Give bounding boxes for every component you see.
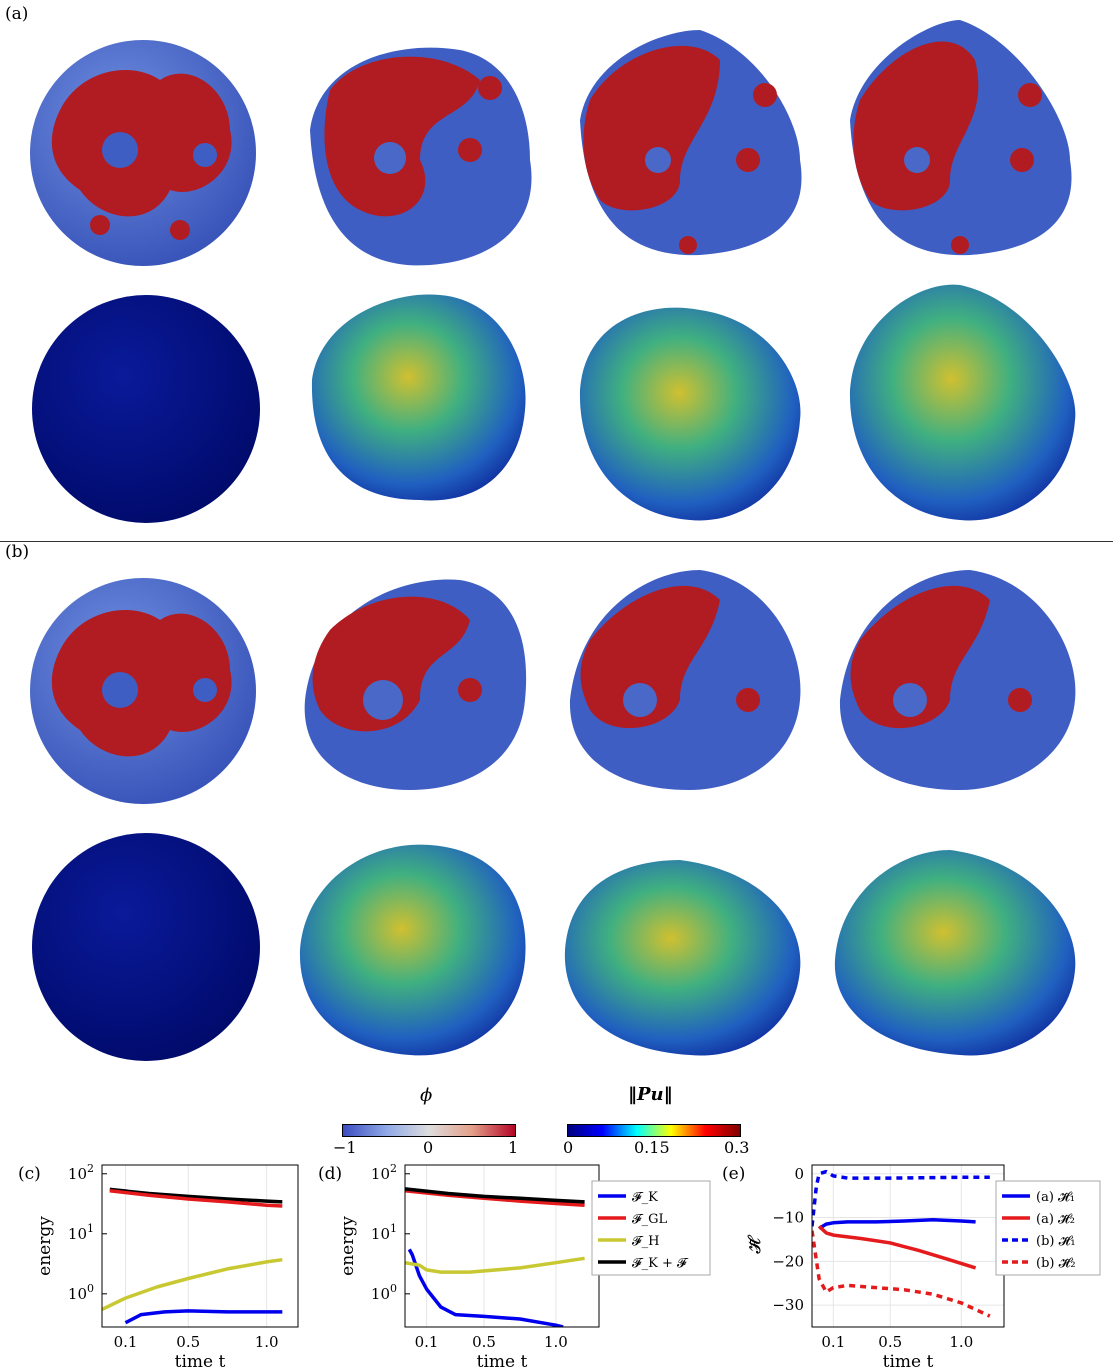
y-tick-label: 100 <box>68 1282 94 1303</box>
x-tick-label: 0.5 <box>472 1333 496 1351</box>
pu-surface-b4 <box>834 850 1076 1056</box>
axes-frame <box>101 1164 299 1328</box>
x-axis-label: time t <box>175 1352 226 1369</box>
phi-surface-b4 <box>839 570 1076 790</box>
pu-surface-b3 <box>564 860 801 1056</box>
panel-label: (d) <box>318 1164 342 1184</box>
series-line <box>812 1230 991 1318</box>
pu-colorbar <box>567 1124 741 1137</box>
x-tick-label: 1.0 <box>255 1333 279 1351</box>
pu-tick-max: 0.3 <box>724 1138 750 1157</box>
legend-entry: 𝓕_GL <box>632 1212 667 1227</box>
x-tick-label: 0.1 <box>114 1333 138 1351</box>
legend-entry: (a) 𝓗̄₁ <box>1036 1190 1075 1205</box>
phi-tick-max: 1 <box>508 1138 519 1157</box>
y-tick-label: 102 <box>371 1162 397 1183</box>
pu-surface-a4 <box>849 284 1076 521</box>
x-tick-label: 0.5 <box>878 1333 902 1351</box>
chart-c: 0.1 0.5 1.0 100 101 102 time t energy (c) <box>18 1162 299 1369</box>
series-line <box>818 1217 976 1230</box>
phi-surface-a4 <box>850 20 1072 256</box>
line-charts: 0.1 0.5 1.0 100 101 102 time t energy (c) 0.1 0.5 1… <box>18 1162 1101 1369</box>
panel-label: (e) <box>722 1164 745 1184</box>
x-tick-label: 0.1 <box>821 1333 845 1351</box>
y-tick-label: 100 <box>371 1282 397 1303</box>
pu-colorbar-label: ‖𝑷𝒖‖ <box>628 1084 673 1105</box>
panel-label-b: (b) <box>5 542 30 562</box>
pu-surface-a3 <box>579 307 801 521</box>
phi-colorbar <box>342 1124 516 1137</box>
legend-entry: 𝓕_H <box>632 1234 659 1249</box>
legend-entry: (a) 𝓗̄₂ <box>1036 1212 1075 1227</box>
pu-sphere-b1 <box>32 833 260 1061</box>
y-tick-label: 101 <box>68 1222 94 1243</box>
y-tick-label: 102 <box>68 1162 94 1183</box>
chart-d: 0.1 0.5 1.0 100 101 102 time t energy (d) 𝓕_K 𝓕_GL… <box>318 1162 711 1369</box>
phi-tick-min: −1 <box>333 1138 357 1157</box>
y-tick-label: 101 <box>371 1222 397 1243</box>
y-axis-label: 𝓗̄ <box>745 1235 765 1254</box>
y-axis-label: energy <box>338 1216 358 1276</box>
pu-tick-min: 0 <box>563 1138 574 1157</box>
series-line <box>812 1169 990 1227</box>
pu-surface-a2 <box>311 294 526 501</box>
phi-colorbar-label: ϕ <box>420 1085 433 1106</box>
legend-entry: 𝓕_K <box>632 1190 658 1205</box>
surface-renderings <box>30 20 1076 1061</box>
x-tick-label: 0.5 <box>176 1333 200 1351</box>
axes-frame <box>404 1164 600 1328</box>
pu-sphere-a1 <box>32 295 260 523</box>
x-axis-label: time t <box>477 1352 528 1369</box>
y-tick-label: −10 <box>772 1209 804 1227</box>
chart-e: 0.1 0.5 1.0 0 −10 −20 −30 time t 𝓗̄ (e) (a) 𝓗̄₁ (a)… <box>722 1164 1101 1369</box>
x-tick-label: 1.0 <box>544 1333 568 1351</box>
pu-tick-mid: 0.15 <box>634 1138 670 1157</box>
series-line <box>124 1309 283 1325</box>
divider-line <box>0 541 1113 542</box>
panel-label: (c) <box>18 1164 41 1184</box>
legend-entry: (b) 𝓗̄₂ <box>1036 1256 1076 1271</box>
series-line <box>405 1256 585 1274</box>
phi-surface-b2 <box>304 579 527 790</box>
y-tick-label: 0 <box>794 1165 804 1183</box>
series-line <box>102 1257 283 1311</box>
phi-surface-b3 <box>569 570 801 790</box>
phi-surface-a3 <box>580 30 802 256</box>
phi-surface-a2 <box>310 47 532 266</box>
y-axis-label: energy <box>35 1216 55 1276</box>
legend-entry: (b) 𝓗̄₁ <box>1036 1234 1076 1249</box>
panel-label-a: (a) <box>5 4 29 24</box>
series-line <box>109 1189 283 1208</box>
phi-sphere-b1 <box>30 578 256 804</box>
phi-sphere-a1 <box>30 40 256 266</box>
legend-entry: 𝓕_K + 𝓕 <box>632 1256 689 1271</box>
series-line <box>405 1187 585 1204</box>
x-axis-label: time t <box>883 1352 934 1369</box>
y-tick-label: −30 <box>772 1296 804 1314</box>
phi-tick-mid: 0 <box>423 1138 434 1157</box>
series-line <box>407 1248 564 1327</box>
pu-surface-b2 <box>299 844 526 1056</box>
x-tick-label: 1.0 <box>949 1333 973 1351</box>
series-line <box>817 1225 977 1270</box>
y-tick-label: −20 <box>772 1252 804 1270</box>
x-tick-label: 0.1 <box>415 1333 439 1351</box>
